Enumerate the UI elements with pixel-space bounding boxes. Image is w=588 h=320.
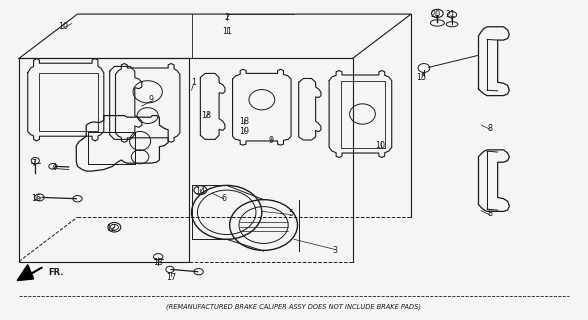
Bar — [341, 81, 385, 148]
Polygon shape — [17, 265, 34, 281]
Text: 4: 4 — [52, 164, 56, 172]
Bar — [88, 132, 135, 164]
Text: 17: 17 — [166, 273, 176, 282]
Text: 20: 20 — [430, 10, 440, 19]
Text: 10: 10 — [58, 22, 68, 31]
Text: 13: 13 — [153, 258, 163, 267]
Text: 2: 2 — [224, 13, 229, 22]
Text: (REMANUFACTURED BRAKE CALIPER ASSY DOES NOT INCLUDE BRAKE PADS): (REMANUFACTURED BRAKE CALIPER ASSY DOES … — [166, 303, 422, 310]
Bar — [88, 132, 135, 164]
Text: 5: 5 — [289, 209, 293, 219]
Text: 6: 6 — [221, 194, 226, 203]
Text: 9: 9 — [268, 136, 273, 146]
Text: 1: 1 — [191, 78, 196, 87]
Text: 8: 8 — [487, 209, 493, 219]
Text: 12: 12 — [106, 224, 116, 233]
Text: 16: 16 — [32, 194, 42, 203]
Text: 18: 18 — [239, 117, 249, 126]
Text: 18: 18 — [201, 111, 211, 120]
Text: 3: 3 — [332, 246, 338, 255]
Text: 8: 8 — [487, 124, 493, 133]
Bar — [39, 73, 98, 132]
Text: 14: 14 — [195, 187, 205, 196]
Text: 7: 7 — [31, 159, 36, 168]
Text: 21: 21 — [446, 10, 456, 19]
Text: 19: 19 — [239, 127, 249, 136]
Text: FR.: FR. — [48, 268, 64, 277]
Text: 9: 9 — [148, 95, 153, 104]
Text: 10: 10 — [376, 141, 386, 150]
Text: 15: 15 — [416, 73, 427, 82]
Text: 11: 11 — [222, 27, 232, 36]
